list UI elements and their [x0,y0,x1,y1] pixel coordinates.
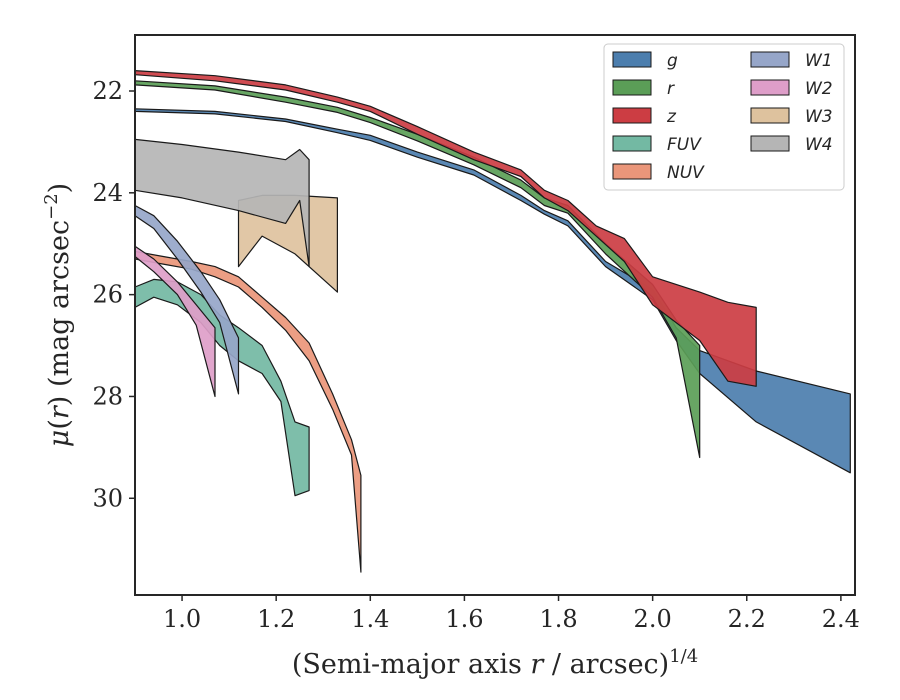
band-r [134,80,701,459]
y-tick-label: 28 [92,382,123,410]
x-axis-label-exponent: 1/4 [669,646,698,667]
legend-swatch-fuv [612,135,652,152]
legend-label-w3: W3 [805,107,833,127]
y-axis-label-mu: μ [44,430,75,448]
legend-swatch-r [612,79,652,96]
legend-label-w4: W4 [805,135,833,155]
legend-swatch-z [612,107,652,124]
y-axis-label-unit: (mag arcsec [44,220,75,396]
y-axis-label-close: ) [44,396,75,407]
legend-swatch-w3 [750,107,790,124]
y-tick-label: 24 [92,179,123,207]
y-axis-label-exponent: −2 [41,193,62,220]
y-axis-label-open: ( [44,419,75,430]
y-tick-label: 22 [92,77,123,105]
legend-swatch-g [612,51,652,68]
x-tick-label: 1.6 [445,605,483,633]
y-axis-label-var: r [44,404,75,419]
y-tick-label: 30 [92,484,123,512]
y-axis-ticks: 22 24 26 28 30 [92,77,135,512]
legend-label-w1: W1 [805,51,833,71]
x-axis-label-main: (Semi-major axis [292,649,531,680]
legend-label-g: g [667,51,678,71]
y-tick-label: 26 [92,281,123,309]
band-w1 [134,204,240,395]
x-axis-label-sep: / arcsec) [543,649,669,680]
x-axis-label: (Semi-major axis r / arcsec)1/4 [292,646,698,680]
legend-swatch-nuv [612,163,652,180]
legend-swatch-w1 [750,51,790,68]
legend: grz FUV NUV W1 W2 W3 W4 [603,43,845,191]
legend-label-w2: W2 [805,79,833,99]
band-nuv [134,250,362,573]
plot-frame [134,34,856,596]
x-tick-label: 1.2 [257,605,295,633]
band-w2 [134,245,216,398]
legend-swatch-w4 [750,135,790,152]
legend-label-fuv: FUV [667,135,702,155]
x-tick-label: 1.8 [539,605,577,633]
legend-label-r: r [667,79,675,99]
y-axis-label: μ(r) (mag arcsec−2) [41,183,75,447]
x-axis-label-var: r [530,649,545,680]
legend-swatch-w2 [750,79,790,96]
legend-label-nuv: NUV [667,163,705,183]
band-g [134,108,851,474]
x-tick-label: 1.4 [351,605,389,633]
y-axis-label-end: ) [44,183,75,194]
x-tick-label: 1.0 [163,605,201,633]
band-w4 [134,138,310,268]
x-tick-label: 2.0 [634,605,672,633]
x-tick-label: 2.2 [728,605,766,633]
band-z [134,69,757,387]
x-axis-ticks: 1.0 1.2 1.4 1.6 1.8 2.0 2.2 2.4 [163,595,860,633]
x-tick-label: 2.4 [822,605,860,633]
series-bands [134,69,851,573]
legend-label-z: z [666,107,677,127]
legend-items: grz FUV NUV W1 W2 W3 W4 [612,51,833,183]
